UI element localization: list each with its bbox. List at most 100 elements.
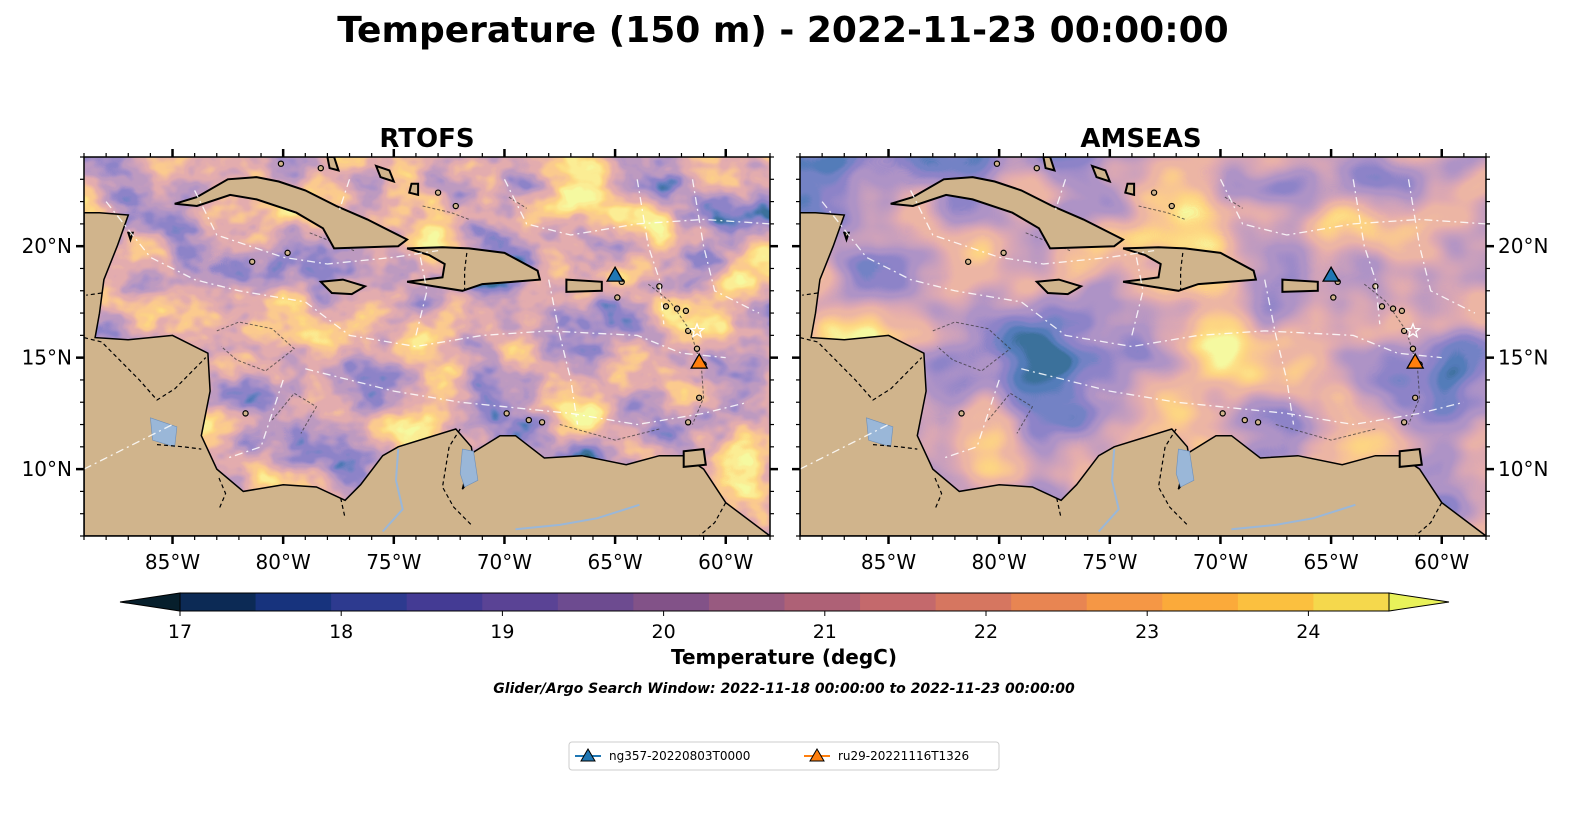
country-border (1157, 428, 1188, 526)
country-border (441, 428, 472, 526)
colorbar-segment (1086, 593, 1163, 611)
isobath-line (1025, 232, 1071, 252)
country-border (800, 337, 923, 401)
small-island (277, 160, 285, 167)
land-bahamas1 (326, 157, 341, 172)
eez-boundary (105, 201, 726, 359)
land-cuba (890, 176, 1125, 250)
legend-entry-ng357: ng357-20220803T0000 (575, 748, 750, 763)
colorbar-segment (557, 593, 634, 611)
map-panel-amseas: AMSEAS 85°W 80°W 75°W 70°W 65°W 60°W 20°N 15°N 1… (792, 124, 1548, 574)
small-island (695, 394, 703, 401)
eez-boundary (691, 179, 760, 314)
eez-boundary (1053, 179, 1067, 213)
small-island (1398, 307, 1406, 315)
lake (459, 448, 479, 488)
panel-title-rtofs: RTOFS (379, 124, 474, 154)
isobath-line (1275, 424, 1376, 441)
colorbar-segment (406, 593, 483, 611)
small-island (614, 294, 621, 301)
country-border (86, 292, 102, 296)
legend-label-ng357: ng357-20220803T0000 (609, 749, 750, 763)
small-island (673, 305, 681, 312)
eez-boundary (1021, 368, 1465, 426)
isobath-line (559, 424, 660, 441)
isobath-line (1138, 205, 1186, 220)
eez-boundary (84, 423, 173, 470)
small-island (1241, 416, 1248, 424)
eez-boundary (337, 179, 351, 213)
isobath-line (216, 321, 295, 372)
land-puertorico (1281, 278, 1319, 293)
small-island (434, 189, 442, 196)
search-window-caption: Glider/Argo Search Window: 2022-11-18 00… (493, 681, 1075, 697)
small-island (662, 303, 670, 310)
colorbar-frame (179, 592, 1390, 612)
small-island (1400, 419, 1408, 426)
glider-marker-ng357 (1321, 265, 1341, 282)
small-island (1168, 202, 1175, 210)
map-frame-rtofs (83, 156, 771, 537)
country-border (1414, 502, 1443, 536)
colorbar-segment (935, 593, 1012, 611)
colorbar-tick-label: 19 (490, 621, 514, 643)
y-tick-label: 20°N (1498, 234, 1548, 258)
colorbar-segment (255, 593, 332, 611)
eez-boundary (194, 190, 439, 265)
glider-marker-ru29 (690, 352, 709, 369)
colorbar-segments (180, 593, 1390, 611)
colorbar-segment (860, 593, 937, 611)
map-overlay-rtofs (84, 157, 770, 536)
colorbar-tick-label: 20 (652, 621, 676, 643)
colorbar-tick-label: 22 (974, 621, 998, 643)
colorbar-extend-high (1388, 592, 1450, 612)
eez-boundary (821, 201, 1442, 359)
land-bahamas2 (374, 164, 396, 184)
y-tick-label: 15°N (22, 346, 72, 370)
axis-ticks-amseas: 85°W 80°W 75°W 70°W 65°W 60°W 20°N 15°N 10°N (792, 149, 1548, 574)
small-island (242, 410, 249, 417)
star-marker-icon (688, 322, 706, 339)
river (381, 449, 404, 533)
small-island (1411, 394, 1419, 401)
colorbar-label: Temperature (degC) (671, 645, 897, 669)
country-border (84, 337, 207, 401)
small-island (958, 410, 965, 417)
x-tick-label: 80°W (256, 550, 311, 574)
x-tick-label: 60°W (1414, 550, 1469, 574)
small-island (1219, 410, 1226, 417)
small-island (1372, 283, 1379, 290)
isobath-line (932, 321, 1011, 372)
legend-label-ru29: ru29-20221116T1326 (838, 749, 969, 763)
colorbar-tick-label: 24 (1296, 621, 1320, 643)
land-bahamas2 (1090, 164, 1112, 184)
colorbar-segment (1237, 593, 1315, 611)
y-tick-label: 10°N (1498, 457, 1548, 481)
map-frame-amseas (799, 156, 1487, 537)
star-marker-icon (1404, 322, 1422, 339)
eez-boundary (305, 368, 749, 426)
small-island (684, 327, 692, 335)
small-island (1150, 189, 1158, 196)
figure-title: Temperature (150 m) - 2022-11-23 00:00:0… (337, 10, 1228, 51)
x-tick-label: 65°W (1303, 550, 1358, 574)
country-border (464, 252, 468, 290)
land-puertorico (565, 278, 603, 293)
legend-entry-ru29: ru29-20221116T1326 (804, 748, 969, 763)
isobath-line (987, 392, 1034, 434)
eez-boundary (1264, 279, 1295, 425)
small-island (1330, 294, 1337, 301)
small-island (1254, 419, 1262, 426)
x-tick-label: 85°W (145, 550, 200, 574)
land-jamaica (1034, 278, 1084, 296)
country-border (698, 502, 727, 536)
colorbar-tick-label: 17 (168, 621, 192, 643)
eez-boundary (636, 179, 665, 325)
land-bahamas3 (408, 182, 420, 197)
country-border (1056, 497, 1062, 519)
eez-boundary (800, 423, 889, 470)
land-bahamas1 (1042, 157, 1057, 172)
small-island (1378, 303, 1386, 310)
lake (1175, 448, 1195, 488)
